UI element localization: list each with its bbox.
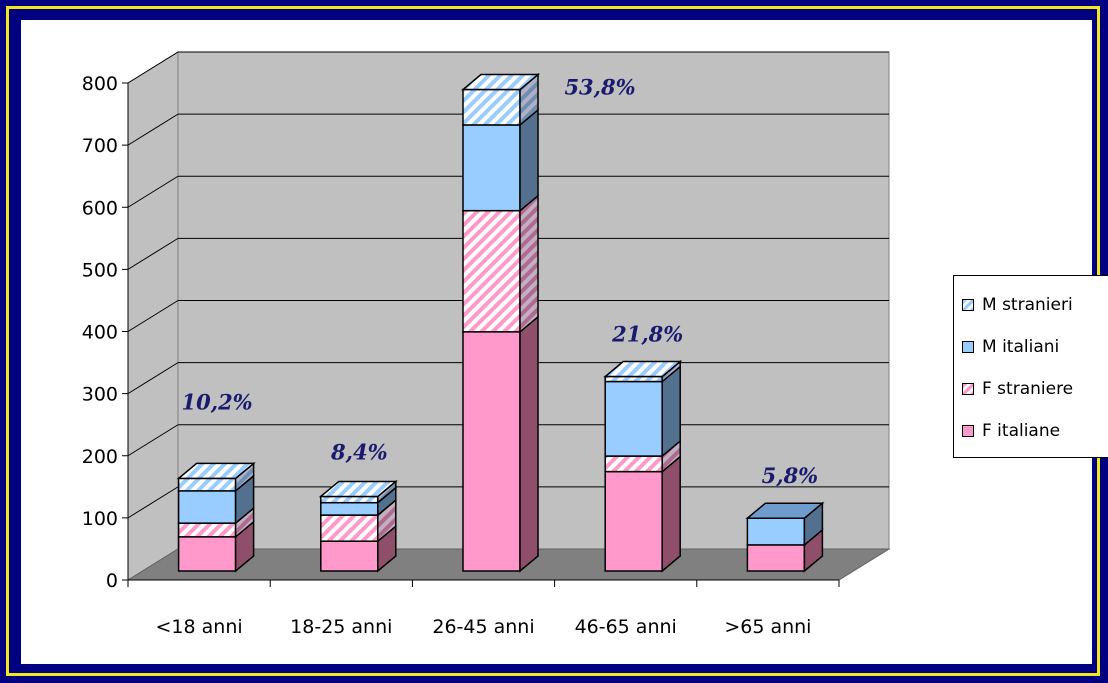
y-tick-label: 100 [82, 508, 118, 530]
bar-segment-top [745, 502, 825, 519]
y-tick-label: 400 [82, 322, 118, 344]
y-tick-label: 0 [106, 570, 118, 592]
y-tick-label: 300 [82, 384, 118, 406]
bar-segment [746, 517, 806, 546]
x-tick-label: <18 anni [156, 616, 243, 638]
bar-segment [320, 495, 379, 504]
bar-segment [177, 536, 237, 572]
y-tick-label: 600 [82, 197, 118, 219]
gridline-side [127, 300, 179, 332]
legend-swatch [962, 383, 974, 395]
bars [176, 72, 825, 573]
bar-segment-side [661, 454, 681, 573]
bar-segment [320, 501, 379, 516]
legend: M stranieri M italiani F straniere F ita… [953, 275, 1108, 458]
legend-item-f-italiane: F italiane [962, 416, 1060, 446]
gridline-side [127, 113, 179, 146]
bar-segment-top [460, 73, 541, 91]
bar-segment [320, 540, 379, 572]
y-tick-label: 200 [82, 446, 118, 468]
legend-swatch [962, 299, 974, 311]
bar-segment [462, 209, 521, 333]
y-tick-label: 700 [82, 135, 118, 157]
percent-label: 8,4% [330, 439, 388, 464]
gridline-side [127, 175, 179, 208]
legend-label: F straniere [982, 379, 1074, 399]
y-tick-label: 500 [82, 259, 118, 281]
legend-swatch [962, 425, 974, 437]
bar-segment [177, 522, 237, 538]
bar-segment-side [519, 315, 539, 573]
legend-label: M italiani [982, 337, 1060, 357]
gridline-side [127, 486, 179, 519]
stacked-bar-chart: 0 100 200 300 400 500 600 700 800 <18 anni 18-25 a… [82, 51, 891, 638]
legend-label: F italiane [982, 421, 1061, 441]
chart-canvas: 0 100 200 300 400 500 600 700 800 <18 anni 18-25 a… [21, 20, 1108, 664]
bar-segment [604, 380, 663, 457]
bar-segment [177, 477, 237, 492]
gridline-side [127, 51, 179, 84]
legend-label: M stranieri [982, 295, 1073, 315]
bar-segment-side [519, 108, 539, 213]
axes: 0 100 200 300 400 500 600 700 800 <18 anni 18-25 a… [82, 73, 840, 638]
gridline-side [127, 362, 179, 395]
legend-item-f-straniere: F straniere [962, 374, 1073, 404]
bar-segment [462, 124, 521, 212]
legend-swatch [962, 341, 974, 353]
bar-segment [320, 514, 379, 542]
bar-segment-top [176, 462, 256, 480]
bar-segment [746, 544, 806, 572]
percent-label: 53,8% [564, 75, 635, 100]
gridline-side [127, 424, 179, 457]
legend-item-m-stranieri: M stranieri [962, 290, 1073, 320]
legend-item-m-italiani: M italiani [962, 332, 1059, 362]
percent-label: 21,8% [611, 322, 683, 347]
bar-segment [604, 455, 663, 473]
percent-label: 10,2% [182, 389, 253, 414]
data-labels: 10,2% 8,4% 53,8% 21,8% 5,8% [182, 75, 819, 489]
bar-segment [177, 490, 237, 524]
gridline-side [127, 237, 179, 270]
bar-segment-side [519, 194, 539, 334]
percent-label: 5,8% [762, 463, 819, 488]
bar-segment-top [603, 360, 683, 378]
bar-segment [462, 88, 521, 126]
bar-segment [462, 331, 521, 572]
x-tick-label: 18-25 anni [290, 616, 392, 638]
bar-segment [604, 470, 663, 572]
x-tick-label: 46-65 anni [575, 616, 677, 638]
x-tick-label: 26-45 anni [432, 616, 534, 638]
bar-segment-top [318, 480, 398, 498]
x-tick-label: >65 anni [724, 616, 811, 638]
y-tick-label: 800 [82, 73, 118, 95]
